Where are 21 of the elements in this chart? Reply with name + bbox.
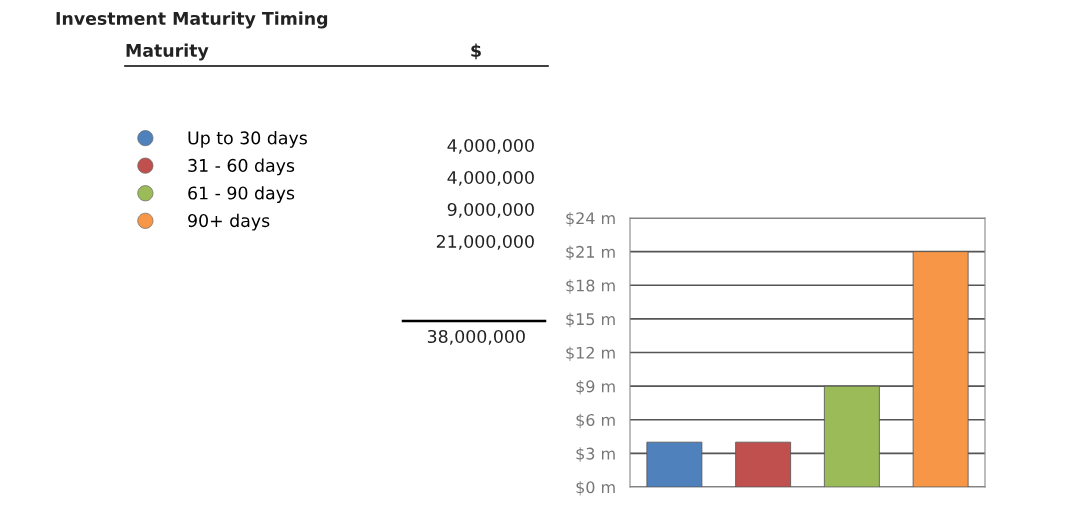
text: 4,000,000 [447, 138, 534, 154]
text: 38,000,000 [427, 329, 525, 345]
text: 9,000,000 [447, 202, 534, 218]
y-tick-label: $21 m [566, 245, 615, 261]
y-tick-label: $0 m [576, 480, 615, 496]
text: 21,000,000 [436, 234, 534, 250]
legend-label: 90+ days [188, 213, 270, 231]
text: 4,000,000 [447, 170, 534, 186]
y-tick-label: $15 m [566, 312, 615, 328]
y-tick-label: $9 m [576, 380, 615, 395]
legend-label: Up to 30 days [188, 131, 307, 148]
y-tick-label: $3 m [576, 447, 615, 462]
y-tick-label: $6 m [576, 413, 615, 429]
text: Maturity [126, 43, 209, 61]
y-tick-label: $12 m [566, 346, 615, 361]
legend-label: 31 - 60 days [188, 158, 295, 176]
text: Investment Maturity Timing [56, 11, 328, 29]
legend-label: 61 - 90 days [188, 186, 295, 203]
y-tick-label: $24 m [566, 211, 615, 227]
y-tick-label: $18 m [566, 279, 615, 294]
text: $ [471, 43, 481, 60]
